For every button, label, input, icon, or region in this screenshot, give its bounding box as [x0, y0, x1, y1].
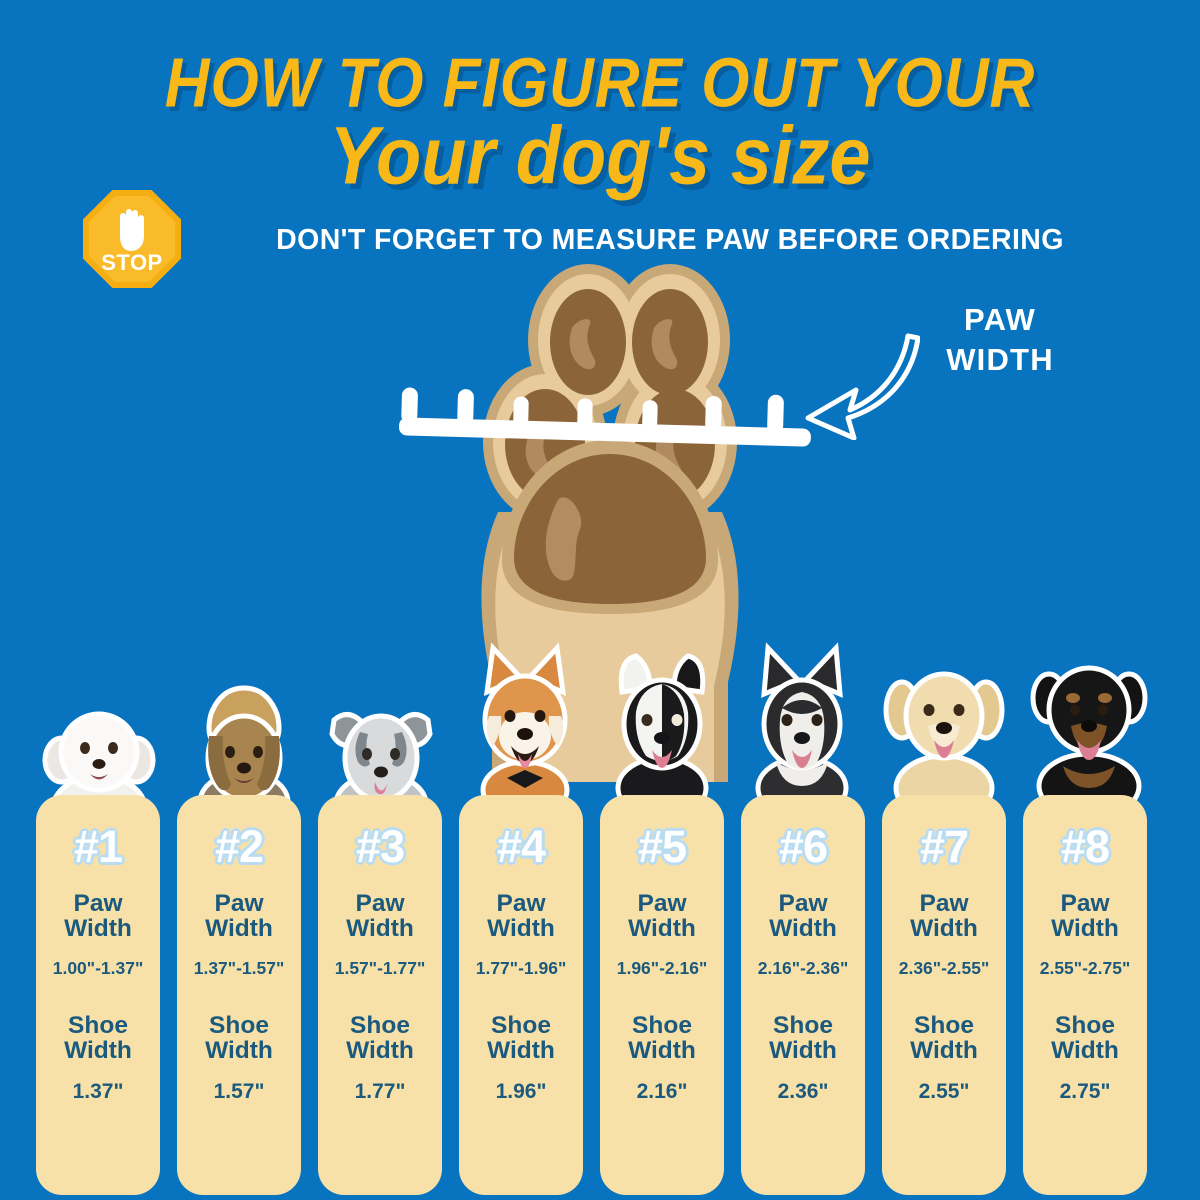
curved-arrow-icon [790, 330, 921, 441]
paw-width-value: 1.37"-1.57" [193, 957, 285, 978]
page-subtitle: DON'T FORGET TO MEASURE PAW BEFORE ORDER… [276, 224, 1064, 256]
paw-width-label-line2: Width [64, 915, 132, 943]
size-card-number: #2 [214, 821, 264, 872]
shoe-width-value: 2.75" [1059, 1079, 1111, 1103]
shoe-width-value: 1.37" [72, 1079, 124, 1103]
paw-width-label-line2: Width [487, 915, 555, 943]
paw-width-label-line2: Width [346, 915, 414, 943]
shoe-width-label-line1: Shoe [632, 1011, 692, 1039]
dog-photo-5 [600, 640, 724, 806]
paw-width-label-line1: Paw [1060, 890, 1110, 917]
size-card-number: #6 [778, 821, 828, 872]
shoe-width-value: 1.57" [213, 1079, 265, 1103]
size-card-number: #4 [496, 821, 546, 872]
paw-width-value: 1.00"-1.37" [52, 957, 144, 978]
paw-width-callout-line1: PAW [964, 302, 1036, 337]
shoe-width-label: Shoe Width [741, 1011, 865, 1065]
paw-width-label-line2: Width [1051, 915, 1119, 943]
size-card[interactable]: #5 Paw Width 1.96"-2.16" Shoe Width 2.16… [600, 795, 724, 1195]
paw-width-label-line1: Paw [778, 890, 828, 917]
page-title-line1: HOW TO FIGURE OUT YOUR [164, 44, 1036, 123]
paw-width-label: Paw Width [882, 891, 1006, 942]
paw-width-label: Paw Width [318, 891, 442, 942]
shoe-width-label-line2: Width [628, 1037, 696, 1065]
shoe-width-label: Shoe Width [1023, 1011, 1147, 1065]
size-card[interactable]: #4 Paw Width 1.77"-1.96" Shoe Width 1.96… [459, 795, 583, 1195]
paw-width-value: 2.36"-2.55" [898, 957, 990, 978]
shoe-width-label-line1: Shoe [773, 1011, 833, 1039]
shoe-width-label-line1: Shoe [491, 1011, 551, 1039]
size-card[interactable]: #3 Paw Width 1.57"-1.77" Shoe Width 1.77… [318, 795, 442, 1195]
paw-width-value: 1.96"-2.16" [616, 957, 708, 978]
paw-width-label: Paw Width [600, 891, 724, 942]
paw-width-label: Paw Width [1023, 891, 1147, 942]
paw-width-label-line2: Width [769, 915, 837, 943]
dog-photo-7 [880, 640, 1008, 808]
shoe-width-label-line2: Width [1051, 1037, 1119, 1065]
paw-width-label-line2: Width [205, 915, 273, 943]
size-card[interactable]: #7 Paw Width 2.36"-2.55" Shoe Width 2.55… [882, 795, 1006, 1195]
paw-width-label-line1: Paw [214, 890, 264, 917]
paw-width-value: 1.77"-1.96" [475, 957, 567, 978]
shoe-width-label: Shoe Width [177, 1011, 301, 1065]
size-card-number: #8 [1060, 821, 1110, 872]
paw-width-label-line1: Paw [637, 890, 687, 917]
dog-photo-4 [463, 638, 587, 808]
shoe-width-label: Shoe Width [459, 1011, 583, 1065]
shoe-width-label-line2: Width [487, 1037, 555, 1065]
stop-sign-label: STOP [101, 250, 163, 275]
shoe-width-label: Shoe Width [882, 1011, 1006, 1065]
hand-icon [120, 209, 144, 251]
shoe-width-value: 2.36" [777, 1079, 829, 1103]
shoe-width-label: Shoe Width [36, 1011, 160, 1065]
size-card[interactable]: #8 Paw Width 2.55"-2.75" Shoe Width 2.75… [1023, 795, 1147, 1195]
paw-width-label: Paw Width [741, 891, 865, 942]
paw-width-label-line1: Paw [496, 890, 546, 917]
size-card[interactable]: #1 Paw Width 1.00"-1.37" Shoe Width 1.37… [36, 795, 160, 1195]
shoe-width-value: 2.16" [636, 1079, 688, 1103]
shoe-width-label: Shoe Width [318, 1011, 442, 1065]
size-card-number: #5 [637, 821, 687, 872]
page-title-line2: Your dog's size [329, 109, 871, 202]
size-card-number: #1 [73, 821, 123, 872]
paw-width-callout: PAW WIDTH [905, 300, 1095, 379]
paw-width-value: 2.16"-2.36" [757, 957, 849, 978]
shoe-width-label: Shoe Width [600, 1011, 724, 1065]
shoe-width-label-line1: Shoe [209, 1011, 269, 1039]
shoe-width-label-line2: Width [769, 1037, 837, 1065]
size-card-number: #7 [919, 821, 969, 872]
paw-width-ruler [395, 385, 815, 455]
paw-width-label: Paw Width [459, 891, 583, 942]
dog-photo-8 [1025, 636, 1153, 806]
paw-width-label-line1: Paw [919, 890, 969, 917]
shoe-width-label-line1: Shoe [350, 1011, 410, 1039]
stop-sign-icon: STOP [83, 190, 181, 288]
size-card[interactable]: #2 Paw Width 1.37"-1.57" Shoe Width 1.57… [177, 795, 301, 1195]
paw-width-label-line2: Width [910, 915, 978, 943]
paw-width-label-line2: Width [628, 915, 696, 943]
paw-width-value: 2.55"-2.75" [1039, 957, 1131, 978]
shoe-width-label-line1: Shoe [68, 1011, 128, 1039]
size-card-number: #3 [355, 821, 405, 872]
paw-width-label-line1: Paw [73, 890, 123, 917]
shoe-width-label-line1: Shoe [1055, 1011, 1115, 1039]
paw-width-label: Paw Width [177, 891, 301, 942]
shoe-width-value: 1.77" [354, 1079, 406, 1103]
paw-width-label-line1: Paw [355, 890, 405, 917]
size-card[interactable]: #6 Paw Width 2.16"-2.36" Shoe Width 2.36… [741, 795, 865, 1195]
paw-width-value: 1.57"-1.77" [334, 957, 426, 978]
shoe-width-label-line2: Width [910, 1037, 978, 1065]
paw-width-label: Paw Width [36, 891, 160, 942]
shoe-width-label-line1: Shoe [914, 1011, 974, 1039]
shoe-width-label-line2: Width [205, 1037, 273, 1065]
dog-photo-2 [185, 670, 303, 815]
shoe-width-value: 1.96" [495, 1079, 547, 1103]
dog-photo-6 [740, 640, 864, 806]
shoe-width-value: 2.55" [918, 1079, 970, 1103]
shoe-width-label-line2: Width [64, 1037, 132, 1065]
paw-width-callout-line2: WIDTH [946, 341, 1054, 377]
shoe-width-label-line2: Width [346, 1037, 414, 1065]
